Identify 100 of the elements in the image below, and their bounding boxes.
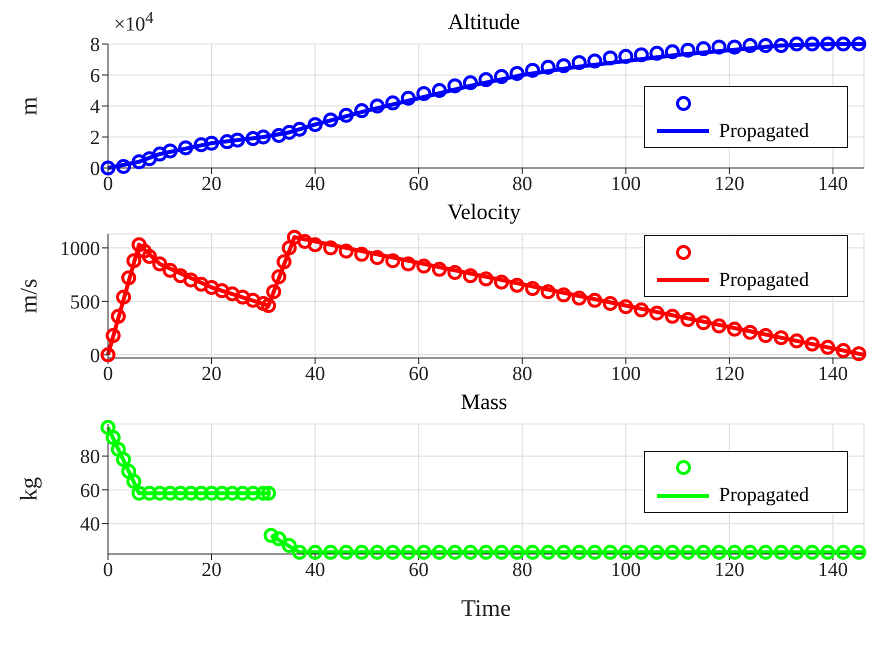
point — [292, 122, 308, 137]
point — [727, 40, 742, 55]
x-axis-title: Time — [461, 596, 511, 622]
chart-title: Altitude — [448, 9, 520, 34]
point — [220, 134, 235, 150]
point — [338, 108, 354, 123]
point — [572, 55, 587, 70]
x-tick-label: 40 — [305, 173, 326, 196]
point — [742, 544, 758, 560]
point — [540, 60, 556, 75]
point — [100, 420, 116, 435]
point — [282, 538, 297, 554]
point — [172, 486, 188, 501]
point — [152, 486, 168, 501]
point — [774, 38, 789, 54]
y-tick-label: 40 — [80, 514, 100, 536]
point — [804, 36, 820, 52]
y-axis-title: m/s — [16, 278, 43, 314]
legend-label: Propagated — [719, 484, 810, 507]
point — [308, 117, 323, 132]
point — [142, 486, 157, 501]
x-tick-label: 80 — [512, 173, 532, 196]
point — [618, 48, 634, 64]
x-tick-label: 60 — [408, 173, 429, 196]
chart-title: Velocity — [446, 198, 522, 226]
point — [478, 72, 494, 88]
point — [370, 544, 385, 560]
y-tick-label: 500 — [70, 291, 100, 314]
point — [235, 486, 250, 501]
point — [354, 103, 370, 118]
x-tick-label: 120 — [714, 363, 744, 386]
point — [494, 69, 510, 84]
point — [142, 151, 157, 166]
x-tick-label: 100 — [610, 173, 641, 196]
point — [100, 160, 116, 176]
point — [261, 486, 276, 501]
x-tick-label: 80 — [512, 363, 532, 386]
point — [836, 544, 851, 560]
point — [162, 143, 178, 158]
point — [271, 531, 286, 546]
legend-label: Propagated — [719, 268, 810, 292]
x-tick-label: 40 — [305, 559, 326, 582]
point — [132, 154, 147, 170]
point — [602, 544, 618, 560]
point — [680, 42, 696, 58]
point — [525, 62, 540, 78]
point — [556, 58, 572, 74]
point — [634, 47, 649, 62]
y-tick-label: 80 — [80, 446, 100, 468]
x-tick-label: 120 — [714, 559, 744, 582]
point — [230, 132, 245, 148]
point — [851, 544, 866, 560]
point — [400, 90, 416, 106]
point — [256, 486, 271, 501]
point — [194, 486, 209, 501]
point — [462, 75, 478, 90]
point — [478, 544, 494, 560]
point — [851, 36, 866, 52]
point — [121, 464, 136, 479]
point — [556, 544, 572, 560]
point — [587, 54, 602, 69]
point — [204, 136, 220, 151]
legend-label: Propagated — [719, 120, 810, 143]
point — [742, 38, 758, 54]
point — [245, 131, 260, 146]
point — [758, 38, 774, 54]
point — [836, 36, 851, 52]
point — [712, 40, 727, 55]
point — [204, 486, 220, 501]
point — [271, 128, 286, 143]
point — [323, 112, 338, 128]
text: ×10$^{4}$ — [114, 8, 154, 37]
point — [116, 158, 132, 174]
point — [432, 83, 447, 98]
point — [214, 486, 230, 501]
point — [696, 544, 711, 560]
point — [126, 474, 142, 489]
point — [774, 544, 789, 560]
x-tick-label: 100 — [610, 559, 641, 582]
point — [110, 442, 126, 457]
x-tick-label: 60 — [408, 363, 429, 386]
point — [758, 544, 774, 560]
point — [385, 95, 400, 110]
point — [256, 130, 271, 144]
point — [245, 486, 260, 501]
point — [292, 544, 308, 560]
point — [416, 86, 432, 102]
point — [354, 544, 370, 560]
point — [664, 44, 680, 60]
x-tick-label: 20 — [202, 363, 222, 386]
point — [132, 486, 147, 501]
point — [696, 41, 711, 56]
point — [116, 452, 132, 467]
point — [264, 528, 279, 543]
y-tick-label: 6 — [90, 65, 100, 88]
x-tick-label: 40 — [305, 363, 326, 386]
x-tick-label: 120 — [714, 173, 744, 196]
y-tick-label: 0 — [90, 344, 100, 367]
point — [462, 544, 478, 560]
point — [680, 544, 696, 560]
